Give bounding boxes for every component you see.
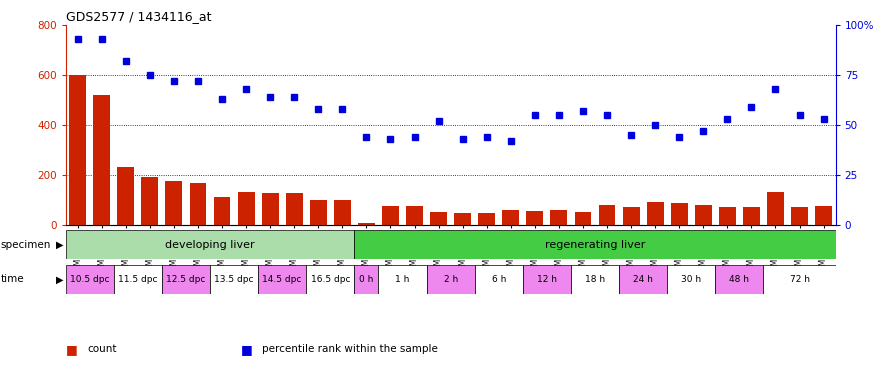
Text: 12.5 dpc: 12.5 dpc: [166, 275, 206, 284]
Bar: [479, 214, 495, 225]
Text: 1 h: 1 h: [396, 275, 410, 284]
Bar: [262, 194, 278, 225]
Bar: [527, 211, 543, 225]
Bar: [647, 202, 663, 225]
Bar: [523, 265, 571, 294]
Bar: [162, 265, 210, 294]
Text: 16.5 dpc: 16.5 dpc: [311, 275, 350, 284]
Bar: [190, 184, 206, 225]
Bar: [286, 194, 303, 225]
Bar: [695, 205, 711, 225]
Bar: [306, 265, 354, 294]
Bar: [598, 205, 615, 225]
Text: 12 h: 12 h: [537, 275, 556, 284]
Bar: [165, 181, 182, 225]
Bar: [454, 214, 471, 225]
Text: 13.5 dpc: 13.5 dpc: [214, 275, 254, 284]
Bar: [310, 200, 326, 225]
Text: 18 h: 18 h: [585, 275, 605, 284]
Bar: [214, 197, 230, 225]
Bar: [671, 204, 688, 225]
Bar: [430, 212, 447, 225]
Text: 30 h: 30 h: [682, 275, 702, 284]
Bar: [550, 210, 567, 225]
Bar: [238, 192, 255, 225]
Bar: [502, 210, 519, 225]
Bar: [358, 223, 374, 225]
Bar: [571, 265, 620, 294]
Text: 0 h: 0 h: [360, 275, 374, 284]
Bar: [475, 265, 523, 294]
Bar: [620, 265, 668, 294]
Bar: [719, 207, 736, 225]
Bar: [379, 265, 427, 294]
Bar: [114, 265, 162, 294]
Bar: [142, 177, 158, 225]
Bar: [743, 207, 760, 225]
Text: developing liver: developing liver: [165, 240, 255, 250]
Bar: [668, 265, 716, 294]
Bar: [406, 206, 423, 225]
Text: 72 h: 72 h: [789, 275, 809, 284]
Text: percentile rank within the sample: percentile rank within the sample: [262, 344, 438, 354]
Bar: [66, 265, 114, 294]
Bar: [117, 167, 134, 225]
Bar: [66, 230, 354, 259]
Bar: [354, 265, 379, 294]
Text: ▶: ▶: [56, 240, 63, 250]
Text: 6 h: 6 h: [492, 275, 506, 284]
Text: ■: ■: [66, 343, 77, 356]
Text: 11.5 dpc: 11.5 dpc: [118, 275, 158, 284]
Bar: [334, 200, 351, 225]
Text: 10.5 dpc: 10.5 dpc: [70, 275, 109, 284]
Text: time: time: [1, 274, 24, 285]
Bar: [258, 265, 306, 294]
Text: GDS2577 / 1434116_at: GDS2577 / 1434116_at: [66, 10, 211, 23]
Bar: [69, 75, 86, 225]
Bar: [354, 230, 836, 259]
Bar: [763, 265, 836, 294]
Text: 14.5 dpc: 14.5 dpc: [262, 275, 302, 284]
Bar: [427, 265, 475, 294]
Bar: [382, 206, 399, 225]
Text: specimen: specimen: [1, 240, 52, 250]
Bar: [716, 265, 763, 294]
Bar: [816, 206, 832, 225]
Bar: [210, 265, 258, 294]
Text: 48 h: 48 h: [730, 275, 749, 284]
Text: ▶: ▶: [56, 274, 63, 285]
Text: regenerating liver: regenerating liver: [545, 240, 645, 250]
Text: ■: ■: [241, 343, 252, 356]
Bar: [94, 95, 110, 225]
Bar: [575, 212, 592, 225]
Bar: [767, 192, 784, 225]
Text: 2 h: 2 h: [444, 275, 458, 284]
Text: count: count: [88, 344, 117, 354]
Bar: [791, 207, 808, 225]
Text: 24 h: 24 h: [634, 275, 653, 284]
Bar: [623, 207, 640, 225]
